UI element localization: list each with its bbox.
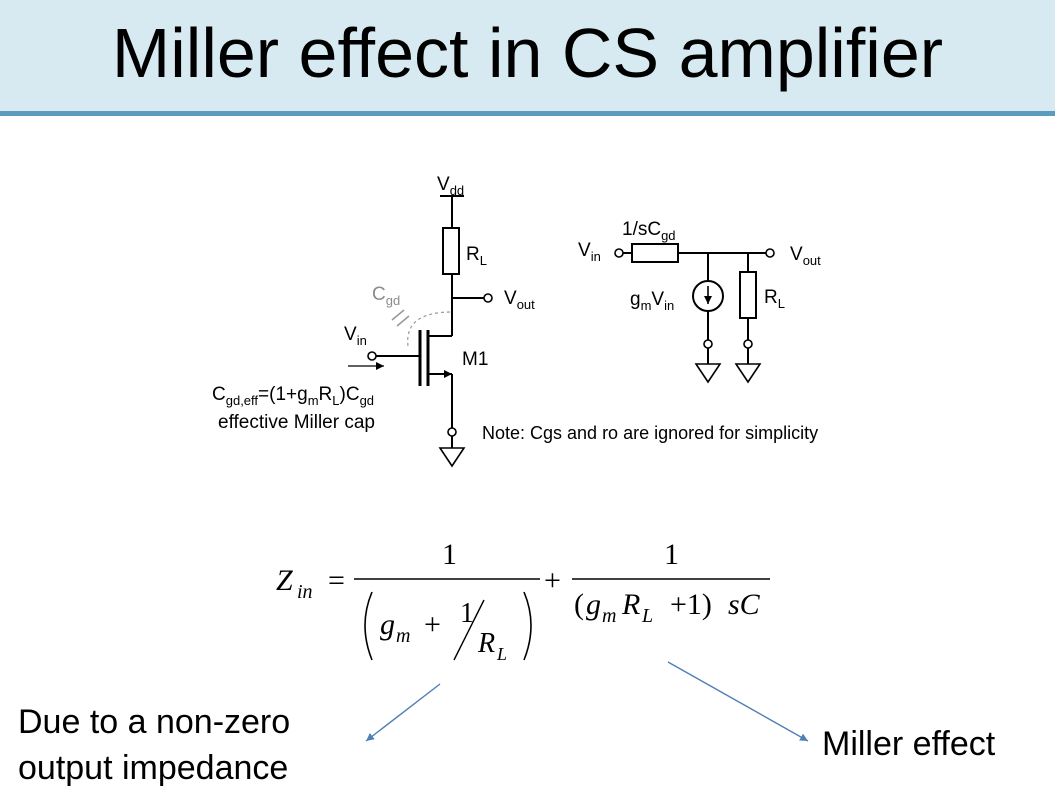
eq-plus-one: +1) (670, 588, 712, 621)
cgd-plate-1 (391, 309, 405, 321)
cgd-label: Cgd (372, 284, 400, 308)
ss-vout-terminal (765, 248, 775, 258)
eq-rl-1: R (477, 628, 495, 659)
ss-cgd-impedance (631, 243, 679, 263)
ss-ground-icon-2 (734, 363, 762, 384)
miller-cap-note: effective Miller cap (218, 412, 375, 433)
cs-amplifier-schematic (348, 195, 493, 468)
title-bar (0, 0, 1055, 111)
eq-plus-2: + (544, 564, 561, 597)
annotation-line-1: Due to a non-zero (18, 703, 291, 741)
cgd-plate-2 (396, 315, 410, 327)
eq-gm-1: g (380, 608, 395, 641)
ss-impedance-label: 1/sCgd (622, 219, 676, 243)
small-signal-model (614, 243, 775, 384)
eq-equals: = (328, 564, 345, 597)
eq-paren-close-1 (523, 591, 532, 661)
eq-num-2: 1 (664, 538, 679, 571)
eq-paren-open-1 (364, 591, 373, 661)
rl-label: RL (466, 244, 487, 268)
eq-rl-2-sub: L (641, 605, 653, 627)
eq-z-sub: in (297, 581, 313, 603)
cgd-dashed-wire (407, 311, 453, 347)
zin-equation: Z in = 1 g m + 1 R L + 1 ( g m R L +1) s… (276, 538, 770, 664)
ss-vout-label: Vout (790, 244, 821, 268)
title-rule (0, 111, 1055, 116)
note-text: Note: Cgs and ro are ignored for simplic… (482, 423, 818, 443)
miller-cap-formula: Cgd,eff=(1+gmRL)Cgd (212, 384, 374, 408)
vin-terminal (367, 351, 377, 361)
arrow-to-miller-effect (667, 661, 809, 742)
slide-title: Miller effect in CS amplifier (111, 14, 944, 92)
m1-label: M1 (462, 349, 488, 370)
ss-rl-label: RL (764, 287, 785, 311)
eq-rl-1-sub: L (496, 644, 507, 664)
arrow-to-output-impedance (365, 683, 441, 742)
eq-sc: sC (728, 588, 761, 621)
ss-gnd-node-2 (743, 339, 753, 349)
cgd-parasitic (391, 309, 453, 347)
vin-label: Vin (344, 324, 367, 348)
annotation-miller: Miller effect (822, 725, 996, 763)
ground-icon (438, 447, 466, 468)
ss-gm-vin-label: gmVin (630, 289, 674, 313)
gnd-node (447, 427, 457, 437)
vout-label: Vout (504, 288, 535, 312)
eq-z: Z (276, 564, 293, 597)
eq-gm-2: g (586, 588, 601, 621)
rl-resistor (442, 227, 460, 275)
eq-rl-2: R (621, 588, 640, 621)
eq-one-over: 1 (460, 598, 474, 629)
eq-slash (453, 599, 485, 661)
vout-terminal (483, 293, 493, 303)
eq-gm-1-sub: m (396, 625, 410, 647)
vdd-label: Vdd (437, 174, 464, 198)
eq-num-1: 1 (442, 538, 457, 571)
annotation-line-2: output impedance (18, 749, 289, 787)
ss-rl-resistor (739, 271, 757, 319)
eq-plus-1: + (424, 608, 441, 641)
ss-vin-terminal (614, 248, 624, 258)
ss-ground-icon-1 (694, 363, 722, 384)
eq-gm-2-sub: m (602, 605, 616, 627)
eq-paren-open-2: ( (574, 588, 584, 621)
ss-gnd-node-1 (703, 339, 713, 349)
ss-vin-label: Vin (578, 240, 601, 264)
